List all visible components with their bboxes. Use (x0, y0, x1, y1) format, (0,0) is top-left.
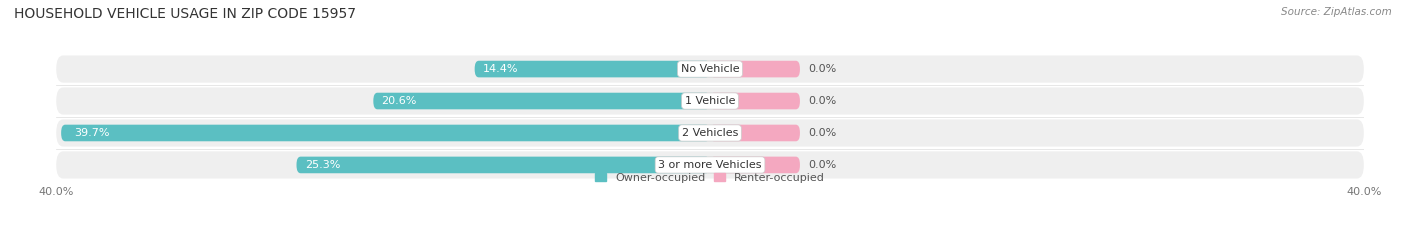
Text: 1 Vehicle: 1 Vehicle (685, 96, 735, 106)
FancyBboxPatch shape (710, 61, 800, 77)
Text: 3 or more Vehicles: 3 or more Vehicles (658, 160, 762, 170)
Text: No Vehicle: No Vehicle (681, 64, 740, 74)
Text: Source: ZipAtlas.com: Source: ZipAtlas.com (1281, 7, 1392, 17)
FancyBboxPatch shape (56, 119, 1364, 146)
FancyBboxPatch shape (56, 55, 1364, 83)
Text: 39.7%: 39.7% (75, 128, 110, 138)
FancyBboxPatch shape (297, 157, 710, 173)
Text: 14.4%: 14.4% (482, 64, 519, 74)
FancyBboxPatch shape (710, 93, 800, 109)
FancyBboxPatch shape (710, 125, 800, 141)
Text: 20.6%: 20.6% (381, 96, 416, 106)
FancyBboxPatch shape (56, 88, 1364, 115)
FancyBboxPatch shape (475, 61, 710, 77)
Text: 0.0%: 0.0% (808, 96, 837, 106)
Legend: Owner-occupied, Renter-occupied: Owner-occupied, Renter-occupied (591, 168, 830, 187)
FancyBboxPatch shape (56, 151, 1364, 179)
FancyBboxPatch shape (374, 93, 710, 109)
Text: 2 Vehicles: 2 Vehicles (682, 128, 738, 138)
Text: 0.0%: 0.0% (808, 160, 837, 170)
Text: 0.0%: 0.0% (808, 64, 837, 74)
Text: 25.3%: 25.3% (305, 160, 340, 170)
Text: HOUSEHOLD VEHICLE USAGE IN ZIP CODE 15957: HOUSEHOLD VEHICLE USAGE IN ZIP CODE 1595… (14, 7, 356, 21)
FancyBboxPatch shape (60, 125, 710, 141)
FancyBboxPatch shape (710, 157, 800, 173)
Text: 0.0%: 0.0% (808, 128, 837, 138)
